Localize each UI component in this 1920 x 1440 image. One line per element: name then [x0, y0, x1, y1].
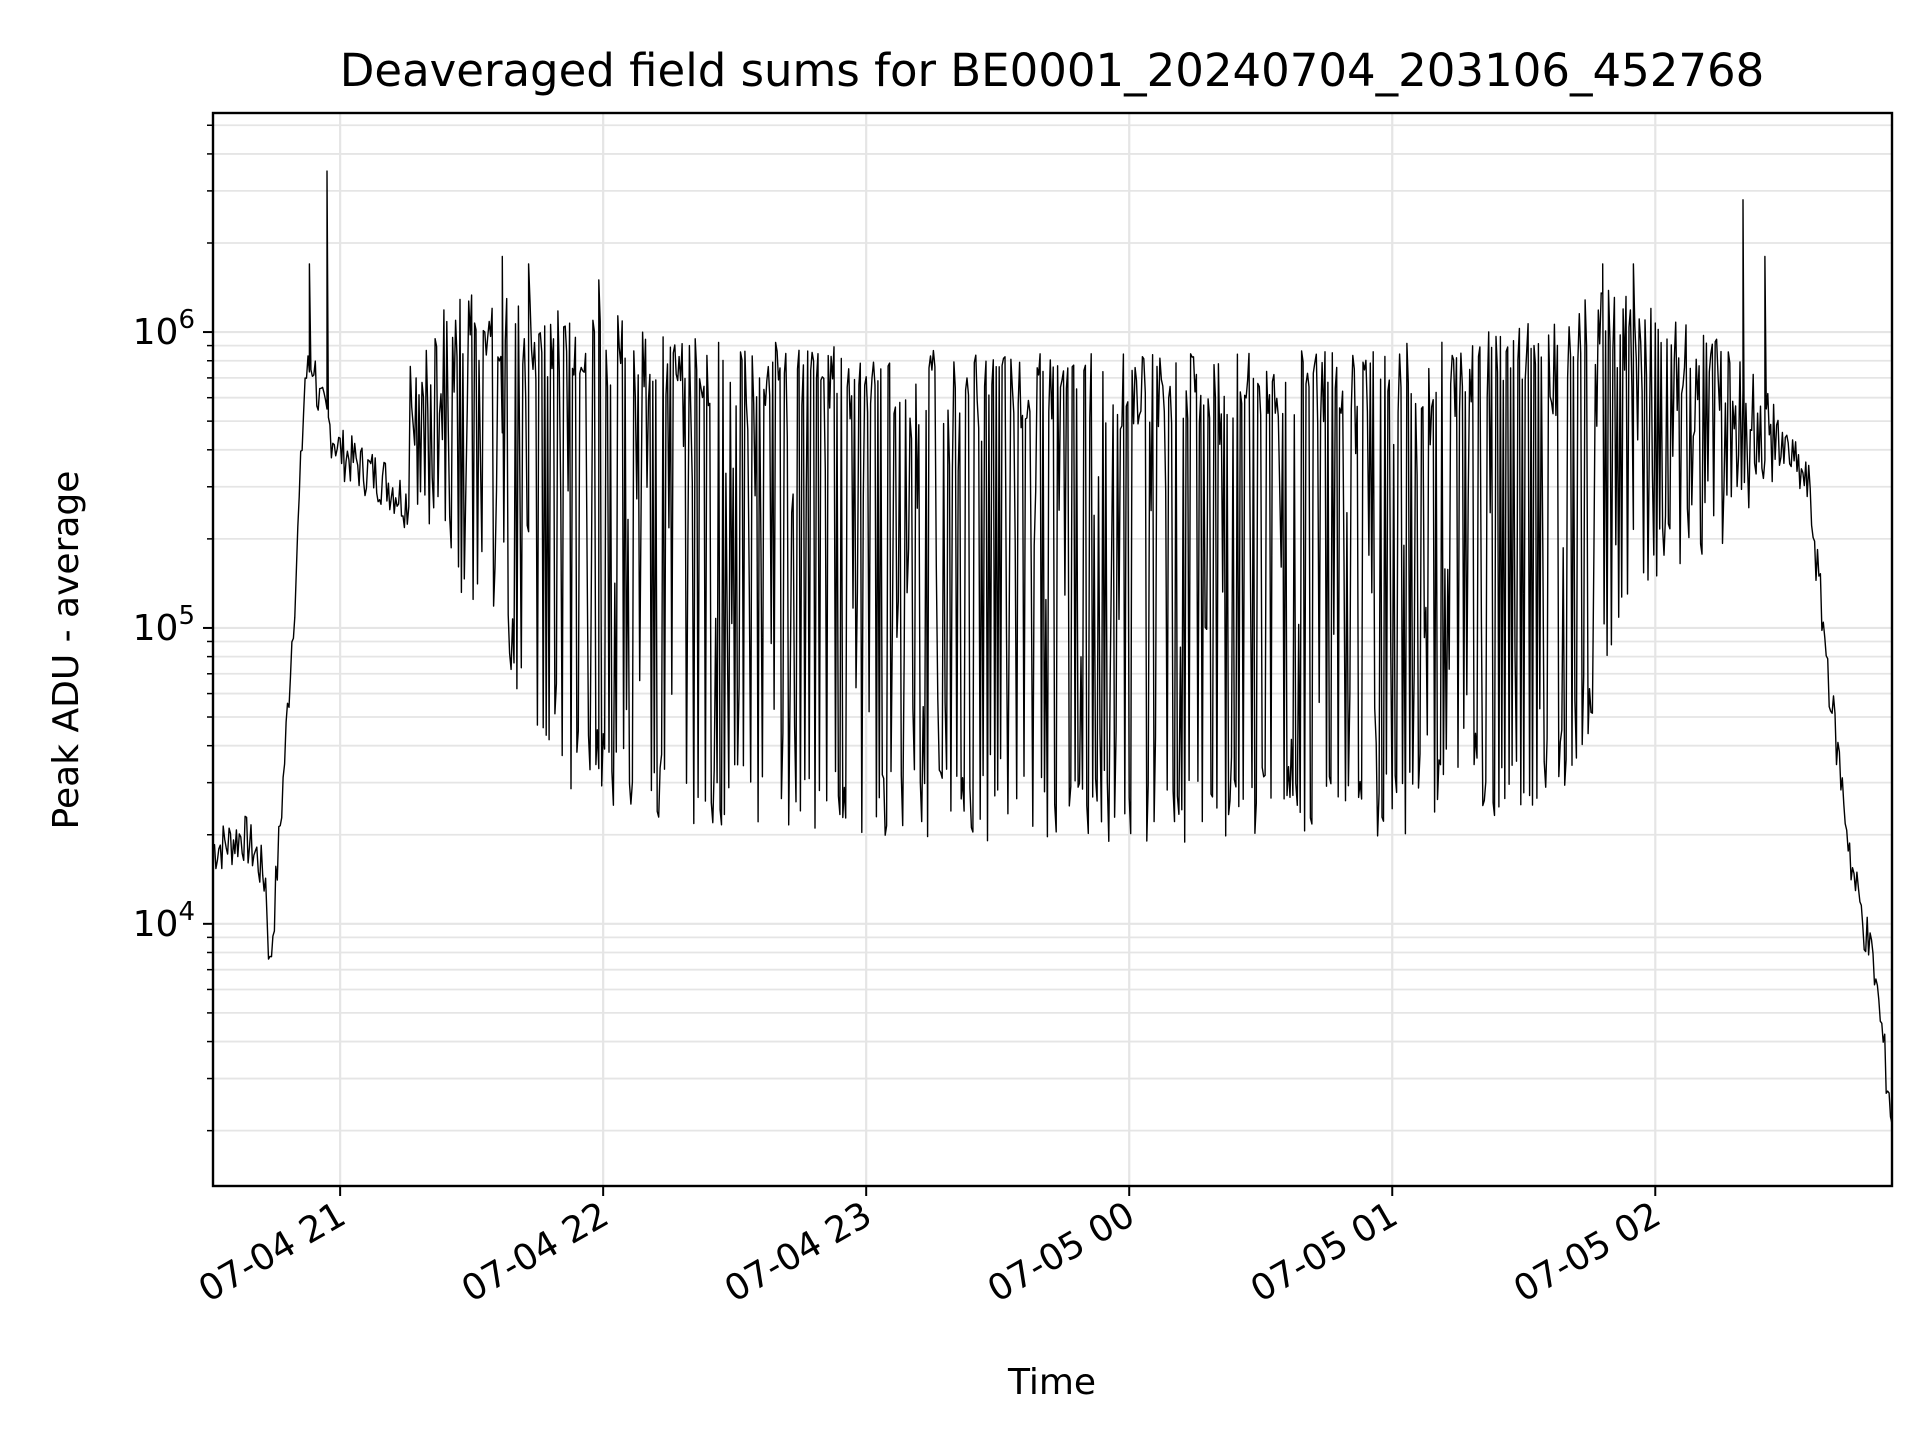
chart-title: Deaveraged field sums for BE0001_2024070…: [340, 44, 1765, 97]
y-tick-label: 104: [133, 897, 195, 945]
series-line: [212, 170, 1893, 1125]
y-tick-label: 106: [133, 305, 195, 353]
y-axis-label: Peak ADU - average: [46, 471, 87, 830]
plot-data: [212, 170, 1893, 1125]
y-tick-label: 105: [133, 601, 195, 649]
x-axis-label: Time: [1007, 1362, 1096, 1403]
plot-frame: [211, 111, 1894, 1188]
